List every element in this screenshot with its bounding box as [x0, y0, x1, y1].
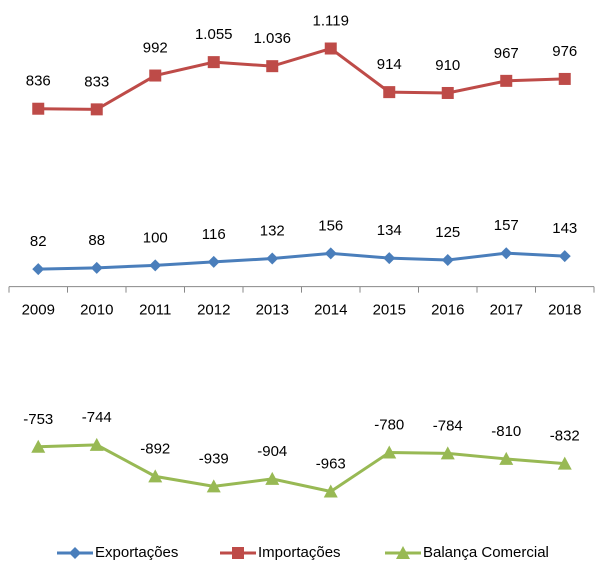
- legend-marker: [69, 547, 81, 559]
- data-label: 910: [435, 57, 460, 74]
- data-point: [441, 254, 454, 266]
- legend-marker: [396, 546, 410, 559]
- data-label: 132: [260, 222, 285, 239]
- x-tick-label: 2015: [373, 302, 406, 319]
- data-point: [266, 60, 279, 73]
- data-label: 143: [552, 220, 577, 237]
- series-line: [38, 443, 565, 494]
- data-point: [90, 261, 103, 274]
- legend-label: Balança Comercial: [423, 544, 549, 561]
- x-tick-label: 2016: [431, 302, 464, 319]
- data-label: 157: [494, 217, 519, 234]
- data-point: [500, 74, 513, 87]
- data-point: [558, 72, 571, 85]
- data-label: 976: [552, 43, 577, 60]
- data-label: -963: [316, 455, 346, 472]
- data-label: 914: [377, 56, 402, 73]
- data-point: [383, 86, 396, 99]
- x-tick-label: 2012: [197, 302, 230, 319]
- data-point: [148, 469, 163, 483]
- data-point: [32, 102, 45, 115]
- data-point: [558, 250, 571, 263]
- data-point: [89, 437, 104, 451]
- data-label: 125: [435, 224, 460, 241]
- data-point: [382, 445, 397, 459]
- data-point: [206, 479, 221, 493]
- data-point: [149, 69, 162, 82]
- data-label: -892: [140, 440, 170, 457]
- data-point: [440, 446, 455, 460]
- data-label: 836: [26, 73, 51, 90]
- data-point: [324, 247, 337, 260]
- legend-marker: [232, 547, 244, 559]
- data-label: 833: [84, 73, 109, 90]
- data-point: [265, 471, 280, 485]
- data-label: 82: [30, 233, 47, 250]
- data-label: 88: [88, 232, 105, 249]
- data-label: 967: [494, 45, 519, 62]
- data-point: [32, 263, 45, 276]
- legend-label: Exportações: [95, 544, 178, 561]
- data-label: 156: [318, 217, 343, 234]
- data-point: [207, 255, 220, 268]
- series-line: [38, 46, 565, 111]
- legend-label: Importações: [258, 544, 341, 561]
- data-point: [557, 456, 572, 470]
- data-label: 1.119: [313, 12, 349, 29]
- data-point: [31, 439, 46, 453]
- data-point: [266, 252, 279, 265]
- data-label: 134: [377, 222, 402, 239]
- x-tick-label: 2017: [490, 302, 523, 319]
- data-point: [323, 484, 338, 498]
- data-point: [207, 56, 220, 69]
- data-point: [324, 42, 337, 55]
- data-label: -744: [82, 409, 112, 426]
- x-tick-label: 2009: [22, 302, 55, 319]
- data-label: -904: [257, 443, 287, 460]
- data-label: 1.055: [195, 26, 233, 43]
- data-label: -753: [23, 411, 53, 428]
- data-label: -780: [374, 417, 404, 434]
- data-label: 100: [143, 229, 168, 246]
- data-label: 992: [143, 40, 168, 57]
- data-point: [500, 247, 513, 260]
- data-label: -784: [433, 417, 463, 434]
- data-point: [499, 451, 514, 465]
- data-label: 1.036: [253, 30, 291, 47]
- series-line: [38, 251, 565, 271]
- data-point: [90, 103, 103, 116]
- data-label: -810: [491, 423, 521, 440]
- x-tick-label: 2013: [256, 302, 289, 319]
- data-label: -832: [550, 428, 580, 445]
- x-tick-label: 2018: [548, 302, 581, 319]
- data-point: [383, 252, 396, 265]
- data-label: 116: [202, 226, 226, 243]
- data-point: [149, 259, 162, 272]
- x-tick-label: 2014: [314, 302, 347, 319]
- data-point: [441, 86, 454, 99]
- x-tick-label: 2010: [80, 302, 113, 319]
- x-tick-label: 2011: [139, 302, 171, 319]
- data-label: -939: [199, 450, 229, 467]
